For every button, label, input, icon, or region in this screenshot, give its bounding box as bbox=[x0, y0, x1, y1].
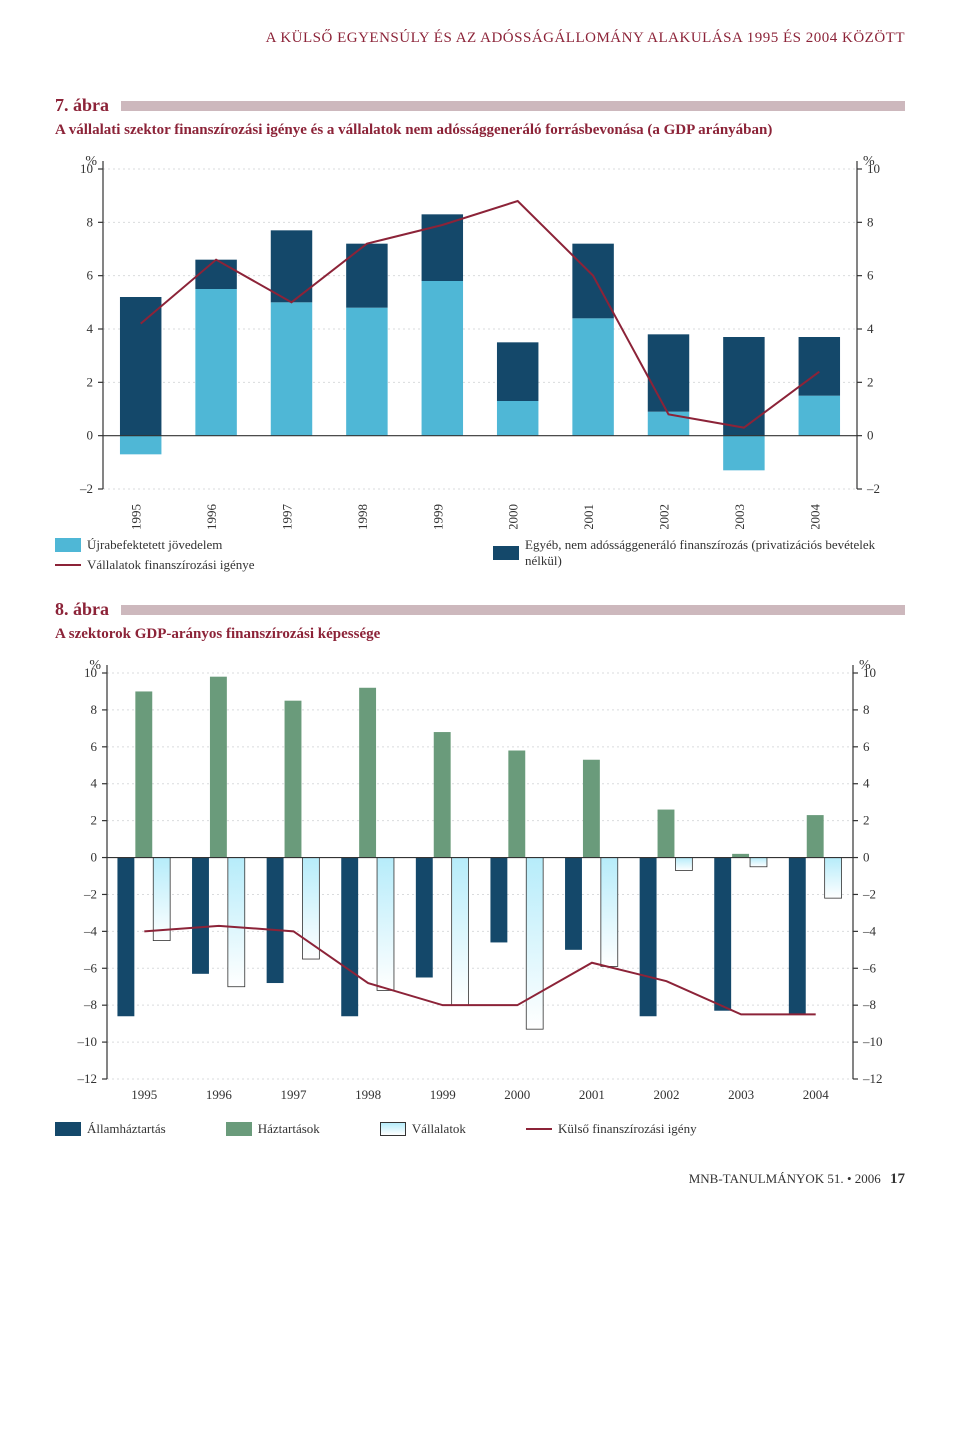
svg-text:2: 2 bbox=[87, 374, 94, 389]
svg-text:2003: 2003 bbox=[728, 1087, 754, 1102]
figure7-title: A vállalati szektor finanszírozási igény… bbox=[55, 122, 905, 139]
svg-text:10: 10 bbox=[80, 161, 93, 176]
legend-item-financing-need: Vállalatok finanszírozási igénye bbox=[55, 557, 255, 573]
chart7: %%–2–20022446688101019951996199719981999… bbox=[55, 149, 905, 529]
svg-text:–8: –8 bbox=[83, 997, 97, 1012]
svg-text:1995: 1995 bbox=[131, 1087, 157, 1102]
svg-text:2: 2 bbox=[91, 813, 98, 828]
legend-label-hh: Háztartások bbox=[258, 1121, 320, 1137]
legend-item-corp: Vállalatok bbox=[380, 1121, 466, 1137]
figure7-label-row: 7. ábra bbox=[55, 95, 905, 116]
svg-text:2000: 2000 bbox=[506, 504, 521, 529]
svg-text:–6: –6 bbox=[83, 960, 98, 975]
legend-item-gov: Államháztartás bbox=[55, 1121, 166, 1137]
swatch-line-financing bbox=[55, 564, 81, 566]
svg-text:4: 4 bbox=[863, 776, 870, 791]
publication-year: 2006 bbox=[855, 1171, 881, 1186]
svg-text:6: 6 bbox=[867, 268, 874, 283]
svg-text:–8: –8 bbox=[862, 997, 876, 1012]
chart7-legend: Újrabefektetett jövedelem Vállalatok fin… bbox=[55, 537, 905, 573]
svg-text:8: 8 bbox=[863, 702, 870, 717]
svg-text:4: 4 bbox=[867, 321, 874, 336]
svg-text:2004: 2004 bbox=[807, 504, 822, 530]
legend-item-hh: Háztartások bbox=[226, 1121, 320, 1137]
svg-text:1998: 1998 bbox=[355, 1087, 381, 1102]
svg-text:6: 6 bbox=[863, 739, 870, 754]
svg-text:–6: –6 bbox=[862, 960, 877, 975]
svg-text:1996: 1996 bbox=[206, 1087, 233, 1102]
svg-text:0: 0 bbox=[91, 850, 98, 865]
figure7-label-bar bbox=[121, 101, 905, 111]
svg-text:2002: 2002 bbox=[657, 504, 672, 529]
swatch-hh bbox=[226, 1122, 252, 1136]
legend-label-other: Egyéb, nem adóssággeneráló finanszírozás… bbox=[525, 537, 905, 569]
svg-text:1996: 1996 bbox=[204, 504, 219, 530]
chart8: %%–12–12–10–10–8–8–6–6–4–4–2–20022446688… bbox=[55, 653, 905, 1113]
legend-item-other: Egyéb, nem adóssággeneráló finanszírozás… bbox=[493, 537, 905, 569]
svg-text:–2: –2 bbox=[83, 886, 97, 901]
svg-text:8: 8 bbox=[867, 214, 874, 229]
svg-text:10: 10 bbox=[84, 665, 97, 680]
figure8-label-row: 8. ábra bbox=[55, 599, 905, 620]
svg-text:2003: 2003 bbox=[732, 504, 747, 529]
svg-text:–2: –2 bbox=[862, 886, 876, 901]
svg-text:–4: –4 bbox=[862, 923, 877, 938]
legend-label-ext: Külső finanszírozási igény bbox=[558, 1121, 697, 1137]
svg-text:1998: 1998 bbox=[355, 504, 370, 529]
svg-text:6: 6 bbox=[91, 739, 98, 754]
figure8-label-bar bbox=[121, 605, 905, 615]
legend-item-reinvested: Újrabefektetett jövedelem bbox=[55, 537, 255, 553]
svg-text:–12: –12 bbox=[77, 1071, 98, 1086]
svg-text:–4: –4 bbox=[83, 923, 98, 938]
figure8-label: 8. ábra bbox=[55, 599, 109, 620]
svg-text:0: 0 bbox=[863, 850, 870, 865]
svg-text:–2: –2 bbox=[79, 481, 93, 496]
svg-text:–10: –10 bbox=[77, 1034, 98, 1049]
running-header: A KÜLSŐ EGYENSÚLY ÉS AZ ADÓSSÁGÁLLOMÁNY … bbox=[55, 30, 905, 47]
legend-label-financing-need: Vállalatok finanszírozási igénye bbox=[87, 557, 255, 573]
figure8-title: A szektorok GDP-arányos finanszírozási k… bbox=[55, 626, 905, 643]
svg-text:1997: 1997 bbox=[281, 1087, 308, 1102]
svg-text:1997: 1997 bbox=[280, 504, 295, 530]
swatch-other bbox=[493, 546, 519, 560]
svg-text:2: 2 bbox=[863, 813, 870, 828]
legend-label-corp: Vállalatok bbox=[412, 1121, 466, 1137]
svg-text:–2: –2 bbox=[866, 481, 880, 496]
svg-text:2001: 2001 bbox=[581, 504, 596, 529]
page-footer: MNB-TANULMÁNYOK 51. • 2006 17 bbox=[55, 1171, 905, 1188]
svg-text:6: 6 bbox=[87, 268, 94, 283]
svg-text:1995: 1995 bbox=[129, 504, 144, 529]
svg-text:2000: 2000 bbox=[504, 1087, 530, 1102]
svg-text:8: 8 bbox=[87, 214, 94, 229]
svg-text:10: 10 bbox=[867, 161, 880, 176]
swatch-gov bbox=[55, 1122, 81, 1136]
svg-text:–10: –10 bbox=[862, 1034, 883, 1049]
swatch-line-ext bbox=[526, 1128, 552, 1130]
svg-text:4: 4 bbox=[87, 321, 94, 336]
chart8-legend: Államháztartás Háztartások Vállalatok Kü… bbox=[55, 1121, 905, 1137]
svg-text:0: 0 bbox=[867, 428, 874, 443]
svg-text:–12: –12 bbox=[862, 1071, 883, 1086]
svg-text:2004: 2004 bbox=[803, 1087, 830, 1102]
page-number: 17 bbox=[890, 1171, 905, 1187]
publication-name: MNB-TANULMÁNYOK 51. bbox=[689, 1171, 844, 1186]
legend-label-reinvested: Újrabefektetett jövedelem bbox=[87, 537, 222, 553]
svg-text:2001: 2001 bbox=[579, 1087, 605, 1102]
svg-text:10: 10 bbox=[863, 665, 876, 680]
svg-text:1999: 1999 bbox=[430, 504, 445, 529]
svg-text:1999: 1999 bbox=[430, 1087, 456, 1102]
svg-text:2002: 2002 bbox=[654, 1087, 680, 1102]
svg-text:2: 2 bbox=[867, 374, 874, 389]
svg-text:0: 0 bbox=[87, 428, 94, 443]
swatch-reinvested bbox=[55, 538, 81, 552]
svg-text:4: 4 bbox=[91, 776, 98, 791]
svg-text:8: 8 bbox=[91, 702, 98, 717]
legend-item-ext: Külső finanszírozási igény bbox=[526, 1121, 697, 1137]
figure7-label: 7. ábra bbox=[55, 95, 109, 116]
swatch-corp bbox=[380, 1122, 406, 1136]
legend-label-gov: Államháztartás bbox=[87, 1121, 166, 1137]
